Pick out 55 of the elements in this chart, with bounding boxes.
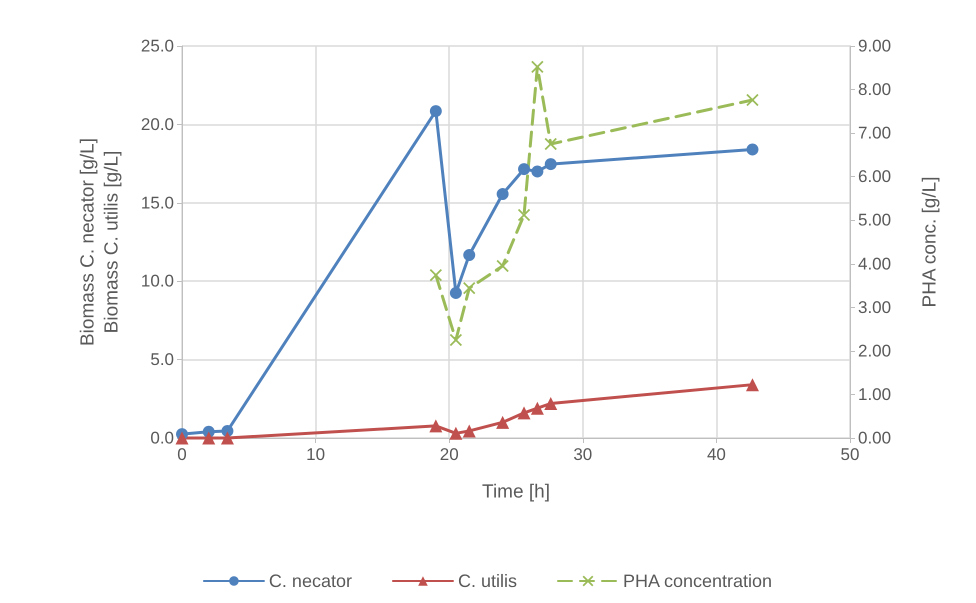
x-tick-label: 0 [177,445,187,464]
point [496,416,510,429]
x-tick-label: 10 [306,445,326,464]
x-tick-label: 50 [840,445,860,464]
point [544,397,558,410]
y-tick-label: 10.0 [140,272,174,291]
point [176,432,188,444]
y2-tick-label: 5.00 [858,210,892,230]
point [220,432,234,444]
y2-tick-label: 9.00 [858,36,892,56]
point [746,94,759,106]
y2-tick-label: 0.00 [858,428,892,448]
point [544,158,557,170]
point [746,378,759,392]
point [429,419,442,432]
point [450,286,462,299]
x-tick-label: 30 [573,445,592,464]
point [496,260,510,272]
legend-label: C. necator [268,571,352,591]
point [544,138,558,150]
x-axis-title: Time [h] [482,482,550,502]
point [530,402,544,415]
y2-tick-label: 3.00 [858,298,892,317]
y-tick-label: 15.0 [140,193,174,212]
legend-label: C. utilis [458,571,517,591]
point [518,406,531,420]
y2-tick-label: 8.00 [858,80,892,100]
y-axis-title: Biomass C. necator [g/L] Biomass C. utilis [g/L] [78,138,122,346]
point [518,208,530,222]
point [518,163,530,176]
y2-tick-label: 7.00 [858,124,892,143]
x-tick-label: 20 [440,445,459,464]
point [746,143,758,156]
point [531,165,544,178]
y-tick-label: 5.0 [150,350,174,370]
point [429,268,442,282]
y2-tick-label: 4.00 [858,254,892,274]
y-tick-label: 25.0 [140,36,174,56]
point [449,334,462,346]
point [530,60,544,74]
y2-tick-label: 1.00 [858,384,892,404]
point [202,432,216,444]
x-tick-label: 40 [706,445,726,464]
point [430,105,442,118]
point [449,426,462,440]
point [462,282,476,295]
y2-tick-label: 6.00 [858,167,892,186]
y-tick-label: 0.0 [150,428,174,448]
point [496,188,509,200]
point [462,424,476,438]
y2-tick-label: 2.00 [858,341,892,360]
y-tick-label: 20.0 [140,114,174,134]
legend-label: PHA concentration [622,571,772,591]
point [463,249,476,262]
y2-axis-title: PHA conc. [g/L] [920,176,940,308]
